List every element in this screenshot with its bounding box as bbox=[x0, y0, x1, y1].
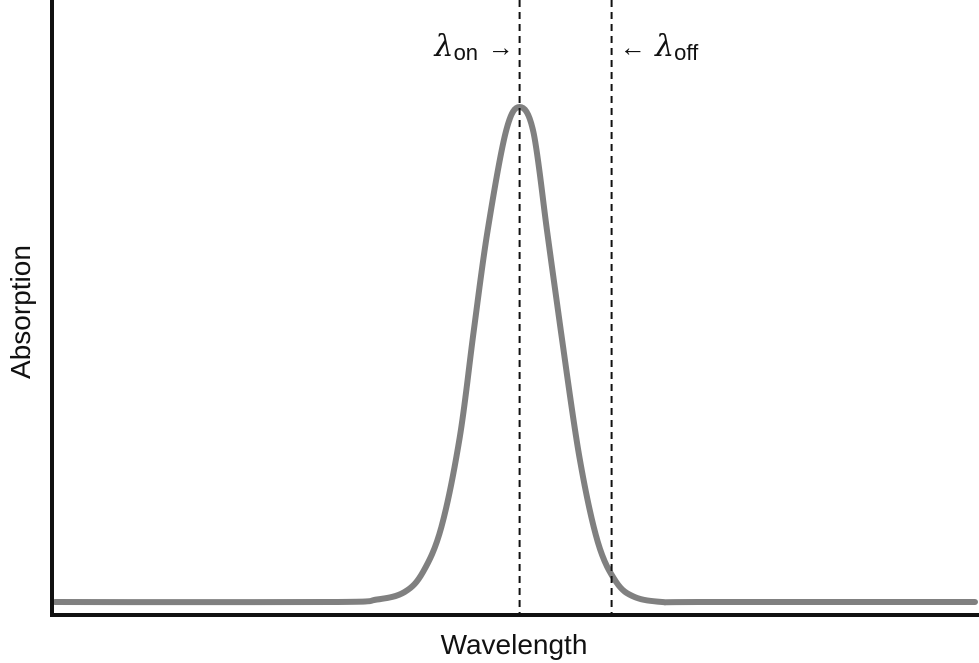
marker-label-off: ← λoff bbox=[620, 29, 700, 65]
x-axis-label: Wavelength bbox=[441, 629, 588, 660]
plot-area: λon → ← λoff bbox=[52, 0, 978, 613]
marker-label-on: λon → bbox=[434, 29, 514, 65]
y-axis-label: Absorption bbox=[5, 245, 36, 379]
absorption-curve-0 bbox=[52, 104, 978, 606]
